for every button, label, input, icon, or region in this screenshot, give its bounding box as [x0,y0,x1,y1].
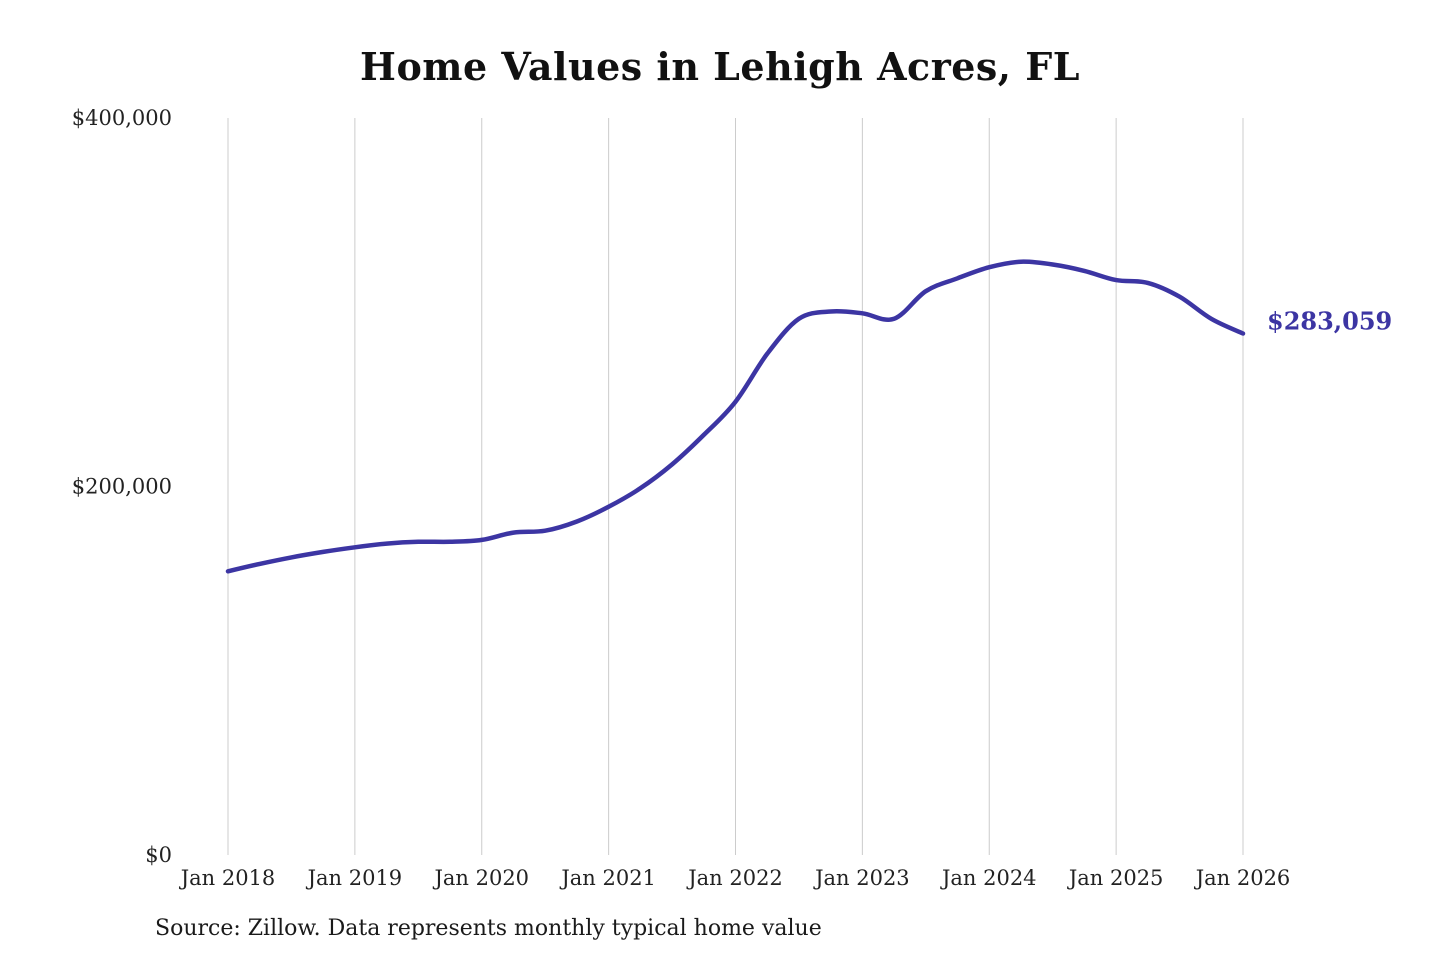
series-line-home-value [225,259,1246,574]
current-value-label: $283,059 [1267,306,1392,335]
x-tick-label: Jan 2024 [940,866,1037,890]
x-tick-label: Jan 2018 [179,866,276,890]
x-tick-label: Jan 2022 [686,866,783,890]
y-tick-label: $200,000 [72,475,172,499]
x-tick-label: Jan 2021 [559,866,656,890]
x-tick-label: Jan 2020 [432,866,529,890]
x-tick-label: Jan 2019 [306,866,403,890]
x-tick-label: Jan 2025 [1067,866,1164,890]
y-tick-label: $400,000 [72,106,172,130]
x-tick-label: Jan 2023 [813,866,910,890]
chart-title: Home Values in Lehigh Acres, FL [360,44,1080,89]
y-tick-label: $0 [145,843,172,867]
x-tick-label: Jan 2026 [1194,866,1291,890]
source-note: Source: Zillow. Data represents monthly … [155,916,822,941]
